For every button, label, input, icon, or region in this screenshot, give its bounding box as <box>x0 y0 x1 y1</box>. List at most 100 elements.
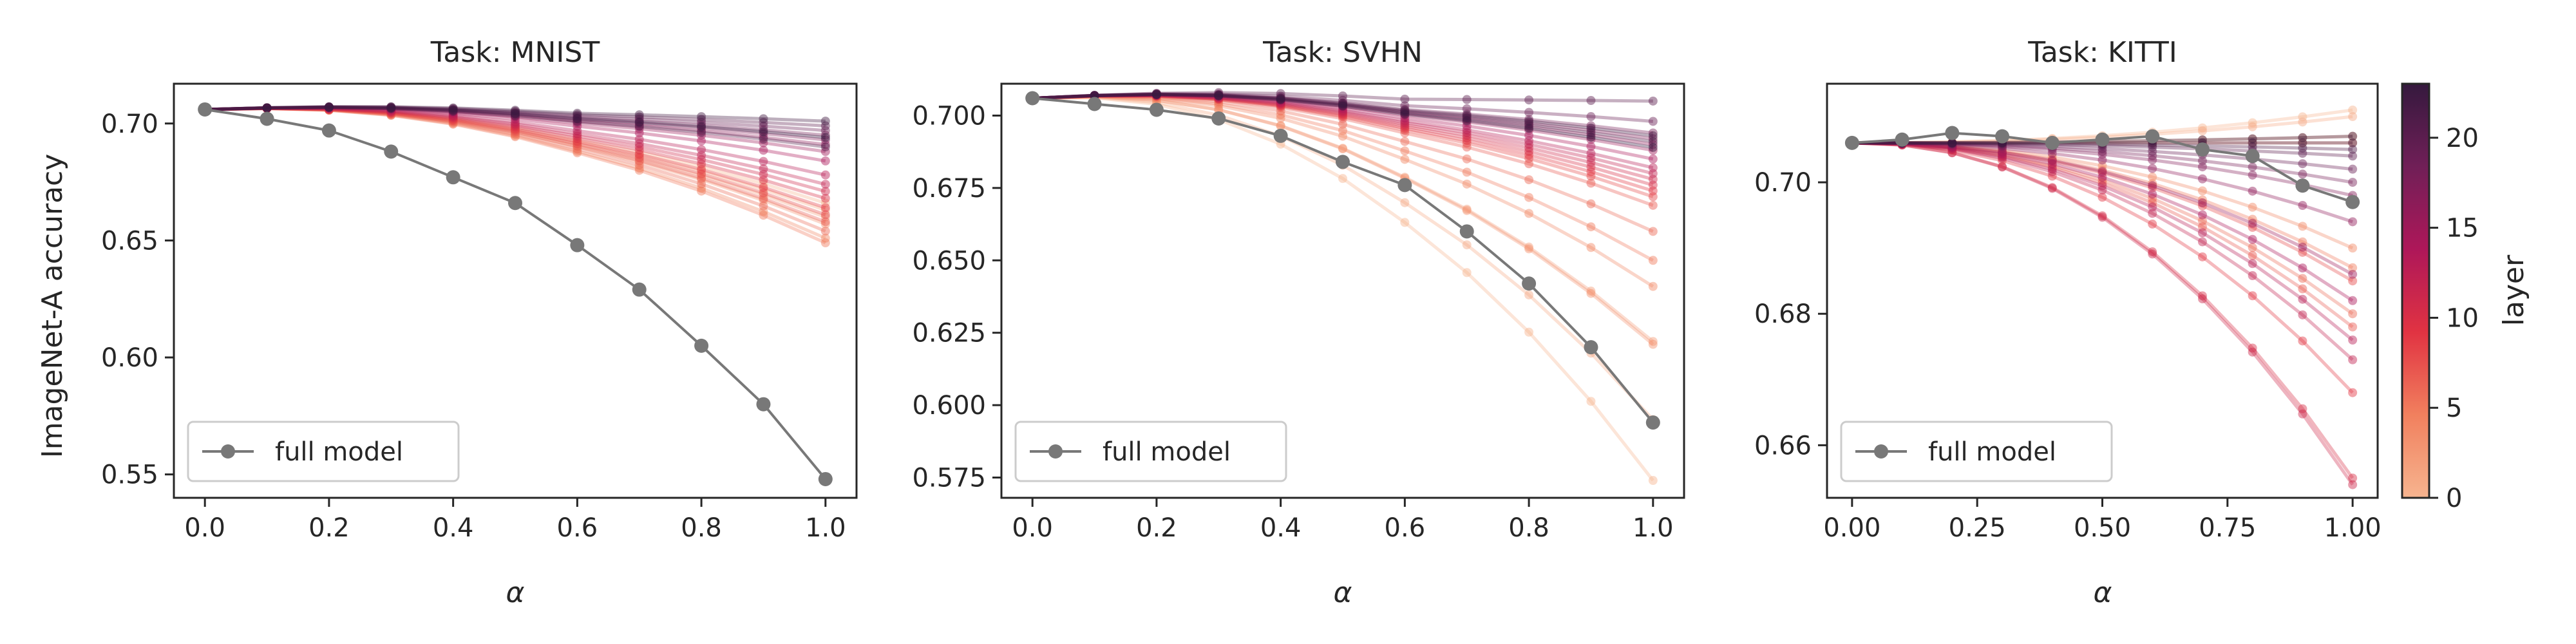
layer-11-point <box>1338 108 1347 118</box>
layer-22-point <box>1151 90 1161 99</box>
layer-19-point <box>1400 101 1410 111</box>
layer-14-point <box>1462 121 1472 131</box>
full-model-point <box>1025 91 1040 106</box>
layer-16-point <box>1462 115 1472 124</box>
layer-8-point <box>573 139 582 149</box>
layer-0-point <box>1400 218 1410 227</box>
layer-4-point <box>1338 131 1347 141</box>
layer-21-point <box>759 135 768 144</box>
layer-6-point <box>759 201 768 211</box>
layer-5-point <box>262 104 272 113</box>
layer-20-point <box>1648 96 1658 106</box>
layer-6-point <box>2248 243 2257 252</box>
layer-14-point <box>1524 131 1534 140</box>
layer-22-point <box>511 106 520 115</box>
layer-16-point <box>2148 164 2157 173</box>
layer-12-point <box>262 103 272 113</box>
x-tick-label: 0.00 <box>1823 513 1880 543</box>
layer-4-line <box>205 106 826 240</box>
layer-4-point <box>2248 202 2257 212</box>
layer-17-point <box>634 118 644 128</box>
colorbar-gradient <box>2401 82 2430 499</box>
layer-8-point <box>1462 138 1472 148</box>
layer-1-point <box>759 184 768 194</box>
layer-20-point <box>573 110 582 120</box>
layer-0-line <box>205 106 826 205</box>
layer-0-point <box>820 198 830 208</box>
layer-11-point <box>697 155 706 164</box>
layer-20-point <box>1524 95 1534 105</box>
layer-14-point <box>324 103 334 113</box>
layer-7-point <box>1400 128 1410 138</box>
layer-10-point <box>2348 473 2358 483</box>
layer-13-point <box>2197 228 2207 238</box>
layer-12-point <box>2098 185 2107 195</box>
layer-18-series <box>1847 138 2358 187</box>
layer-6-point <box>386 109 396 119</box>
colorbar-tick-label: 10 <box>2446 303 2479 333</box>
layer-23-point <box>2248 134 2257 144</box>
layer-5-line <box>1852 141 2354 269</box>
layer-4-point <box>2298 222 2307 231</box>
layer-20-point <box>697 115 706 124</box>
layer-11-point <box>1462 130 1472 140</box>
layer-2-point <box>1648 337 1658 346</box>
layer-5-line <box>205 107 826 245</box>
layer-7-point <box>448 117 458 126</box>
layer-13-point <box>1214 93 1224 102</box>
layer-19-point <box>386 102 396 112</box>
layer-18-point <box>759 125 768 135</box>
full-model-point <box>1336 155 1350 169</box>
layer-7-line <box>1852 141 2354 328</box>
layer-19-point <box>1462 104 1472 113</box>
full-model-series <box>198 102 833 486</box>
legend-box <box>1840 421 2113 482</box>
layer-14-point <box>1214 92 1224 102</box>
layer-22-point <box>759 114 768 124</box>
layer-3-point <box>2348 138 2358 147</box>
layer-10-line <box>1852 141 2354 479</box>
layer-22-point <box>386 102 396 111</box>
layer-5-point <box>1524 193 1534 202</box>
layer-5-point <box>2047 155 2057 164</box>
full-model-point <box>1211 111 1226 126</box>
layer-3-point <box>262 104 272 113</box>
layer-2-point <box>2348 131 2358 141</box>
layer-8-point <box>324 104 334 114</box>
layer-19-point <box>759 121 768 131</box>
layer-12-point <box>1214 93 1224 102</box>
layer-6-point <box>2197 216 2207 225</box>
layer-23-point <box>1462 116 1472 126</box>
layer-10-point <box>1586 162 1596 172</box>
layer-19-line <box>205 105 826 133</box>
layer-13-point <box>697 145 706 155</box>
layer-10-point <box>820 194 830 204</box>
layer-2-line <box>1032 95 1654 343</box>
layer-12-point <box>1947 144 1957 154</box>
layer-6-series <box>200 104 830 236</box>
layer-12-point <box>1400 118 1410 128</box>
layer-12-point <box>634 139 644 149</box>
y-tick-label: 0.650 <box>912 246 986 276</box>
layer-6-point <box>1400 137 1410 146</box>
layer-7-point <box>1998 151 2007 161</box>
layer-7-point <box>1524 159 1534 169</box>
layer-5-point <box>448 119 458 129</box>
layer-9-point <box>1151 91 1161 100</box>
layer-19-point <box>2348 164 2358 174</box>
layer-3-line <box>205 106 826 226</box>
layer-4-point <box>2197 186 2207 196</box>
layer-16-point <box>1214 91 1224 100</box>
layer-11-point <box>1947 148 1957 158</box>
layer-4-point <box>2098 161 2107 171</box>
layer-12-point <box>2047 167 2057 176</box>
layer-0-point <box>2248 118 2257 128</box>
layer-20-point <box>511 106 520 116</box>
layer-8-series <box>1847 138 2358 286</box>
legend: full model <box>187 421 460 482</box>
layer-9-point <box>2248 291 2257 301</box>
layer-10-point <box>1214 94 1224 104</box>
layer-13-point <box>262 103 272 113</box>
layer-2-point <box>511 126 520 136</box>
layer-15-point <box>262 103 272 113</box>
